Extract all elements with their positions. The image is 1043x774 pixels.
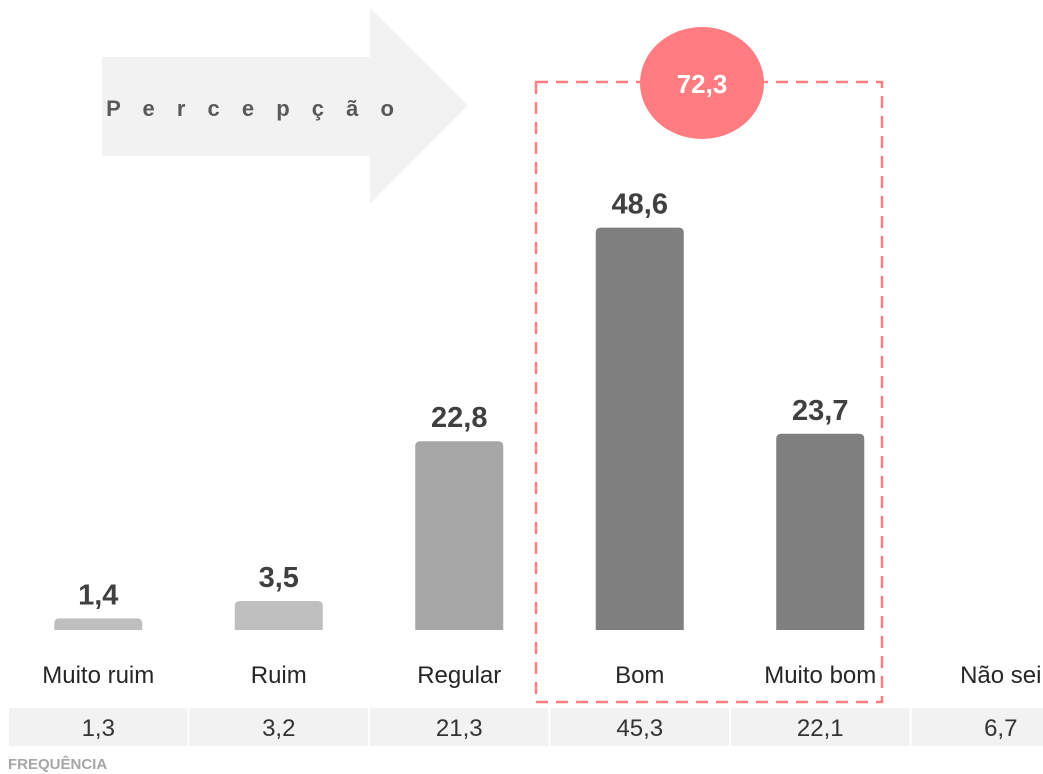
category-label-bom: Bom	[615, 662, 664, 689]
frequency-cell-bom	[550, 708, 729, 746]
perception-arrow	[102, 8, 468, 204]
frequency-cell-nao-sei	[911, 708, 1043, 746]
frequency-cell-ruim	[189, 708, 368, 746]
bars-group	[54, 227, 865, 631]
frequency-value-bom: 45,3	[616, 715, 663, 742]
frequency-value-muito-bom: 22,1	[797, 715, 844, 742]
total-label: 72,3	[677, 69, 728, 99]
value-label-ruim: 3,5	[259, 562, 299, 594]
frequency-value-muito-ruim: 1,3	[82, 715, 115, 742]
bar-muito-ruim	[54, 618, 143, 630]
category-labels-group: Muito ruim Ruim Regular Bom Muito bom Não sei	[42, 662, 1041, 689]
value-label-muito-bom: 23,7	[792, 395, 848, 427]
value-label-regular: 22,8	[431, 402, 487, 434]
category-label-nao-sei: Não sei	[960, 662, 1041, 689]
bar-bom	[595, 227, 684, 631]
total-circle	[640, 27, 764, 139]
highlight-box	[534, 80, 884, 704]
frequency-value-regular: 21,3	[436, 715, 483, 742]
category-label-muito-ruim: Muito ruim	[42, 662, 154, 689]
bar-regular	[415, 441, 504, 630]
frequency-value-ruim: 3,2	[262, 715, 295, 742]
frequency-cell-muito-bom	[731, 708, 910, 746]
category-label-muito-bom: Muito bom	[764, 662, 876, 689]
value-labels-group: 1,4 3,5 22,8 48,6 23,7	[78, 189, 848, 612]
frequency-cell-regular	[370, 708, 549, 746]
frequency-row: 1,3 3,2 21,3 45,3 22,1 6,7	[9, 708, 1043, 746]
frequency-label: FREQUÊNCIA	[8, 755, 107, 773]
perception-arrow-label: P e r c e p ç ã o	[106, 96, 402, 121]
bar-muito-bom	[776, 433, 865, 630]
category-label-ruim: Ruim	[251, 662, 307, 689]
value-label-muito-ruim: 1,4	[78, 579, 118, 611]
frequency-cell-muito-ruim	[9, 708, 188, 746]
frequency-value-nao-sei: 6,7	[984, 715, 1017, 742]
value-label-bom: 48,6	[612, 189, 668, 221]
bar-ruim	[234, 601, 323, 630]
category-label-regular: Regular	[417, 662, 501, 689]
